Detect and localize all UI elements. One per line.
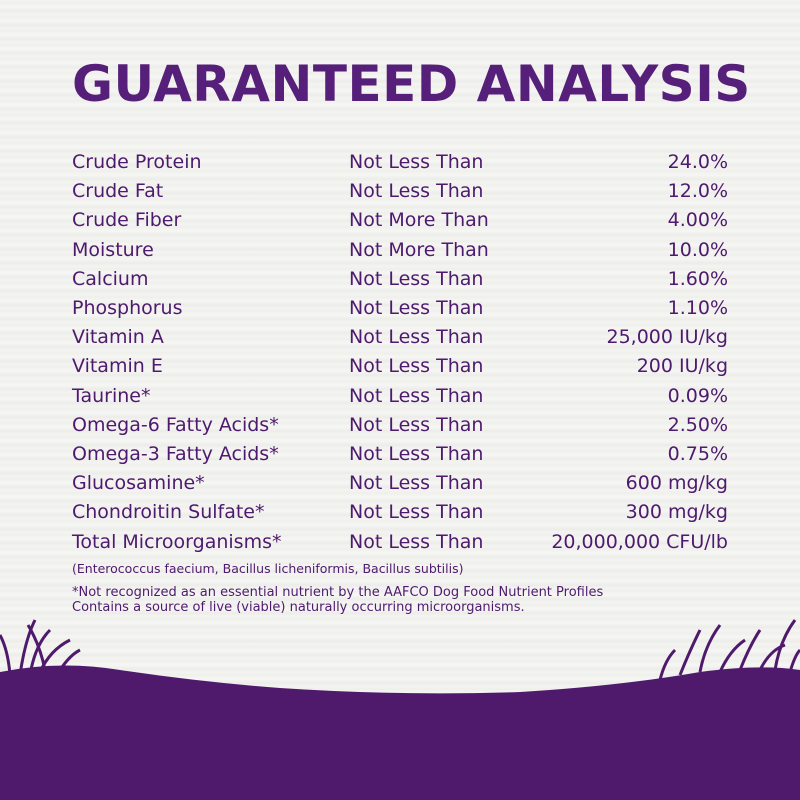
- qualifier: Not Less Than: [349, 267, 484, 290]
- table-row: Crude Fiber Not More Than 4.00%: [72, 209, 728, 238]
- qualifier: Not Less Than: [349, 297, 484, 319]
- amount: 24.0%: [667, 151, 728, 173]
- table-row: Omega-3 Fatty Acids* Not Less Than 0.75%: [72, 443, 728, 472]
- nutrient: Glucosamine*: [72, 472, 205, 495]
- qualifier: Not Less Than: [349, 355, 484, 378]
- table-row: Omega-6 Fatty Acids* Not Less Than 2.50%: [72, 414, 728, 443]
- amount: 1.60%: [667, 267, 728, 290]
- qualifier: Not More Than: [349, 209, 489, 232]
- amount: 10.0%: [667, 238, 728, 261]
- table-row: Glucosamine* Not Less Than 600 mg/kg: [72, 472, 728, 501]
- qualifier: Not Less Than: [349, 384, 484, 407]
- table-row: Total Microorganisms* Not Less Than 20,000…: [72, 531, 728, 560]
- footnote: *Not recognized as an essential nutrient…: [72, 585, 604, 600]
- amount: 0.75%: [667, 443, 728, 465]
- nutrient: Chondroitin Sulfate*: [72, 501, 265, 524]
- qualifier: Not Less Than: [349, 151, 484, 173]
- qualifier: Not Less Than: [349, 472, 484, 495]
- amount: 2.50%: [667, 413, 728, 436]
- qualifier: Not Less Than: [349, 530, 484, 553]
- amount: 300 mg/kg: [625, 501, 728, 524]
- nutrient: Crude Fiber: [72, 209, 182, 232]
- qualifier: Not Less Than: [349, 413, 484, 436]
- nutrient: Omega-6 Fatty Acids*: [72, 413, 279, 436]
- nutrient: Taurine*: [72, 384, 151, 407]
- table-row: Crude Fat Not Less Than 12.0%: [72, 180, 728, 209]
- nutrient: Omega-3 Fatty Acids*: [72, 443, 279, 465]
- qualifier: Not Less Than: [349, 180, 484, 203]
- qualifier: Not Less Than: [349, 443, 484, 465]
- qualifier: Not Less Than: [349, 501, 484, 524]
- amount: 0.09%: [667, 384, 728, 407]
- table-row: Phosphorus Not Less Than 1.10%: [72, 297, 728, 326]
- nutrient: Vitamin A: [72, 326, 164, 349]
- nutrient: Moisture: [72, 238, 154, 261]
- table-row: Moisture Not More Than 10.0%: [72, 239, 728, 268]
- nutrient: Calcium: [72, 267, 149, 290]
- table-row: Chondroitin Sulfate* Not Less Than 300 mg/…: [72, 501, 728, 530]
- nutrient: Total Microorganisms*: [72, 530, 282, 553]
- table-row: Crude Protein Not Less Than 24.0%: [72, 151, 728, 180]
- amount: 1.10%: [667, 297, 728, 319]
- grass: [0, 619, 800, 800]
- nutrient: Crude Protein: [72, 151, 202, 173]
- table-row: Taurine* Not Less Than 0.09%: [72, 385, 728, 414]
- nutrient: Crude Fat: [72, 180, 164, 203]
- amount: 4.00%: [667, 209, 728, 232]
- amount: 200 IU/kg: [636, 355, 728, 378]
- title: GUARANTEED ANALYSIS: [72, 55, 751, 113]
- nutrient: Vitamin E: [72, 355, 163, 378]
- amount: 600 mg/kg: [625, 472, 728, 495]
- amount: 25,000 IU/kg: [606, 326, 729, 349]
- subnote: (Enterococcus faecium, Bacillus lichenif…: [72, 561, 464, 576]
- qualifier: Not More Than: [349, 238, 489, 261]
- footnote: Contains a source of live (viable) natur…: [72, 600, 525, 615]
- qualifier: Not Less Than: [349, 326, 484, 349]
- table-row: Vitamin E Not Less Than 200 IU/kg: [72, 355, 728, 384]
- table-row: Vitamin A Not Less Than 25,000 IU/kg: [72, 326, 728, 355]
- amount: 20,000,000 CFU/lb: [551, 530, 728, 553]
- table-row: Calcium Not Less Than 1.60%: [72, 268, 728, 297]
- amount: 12.0%: [667, 180, 728, 203]
- nutrient: Phosphorus: [72, 297, 183, 319]
